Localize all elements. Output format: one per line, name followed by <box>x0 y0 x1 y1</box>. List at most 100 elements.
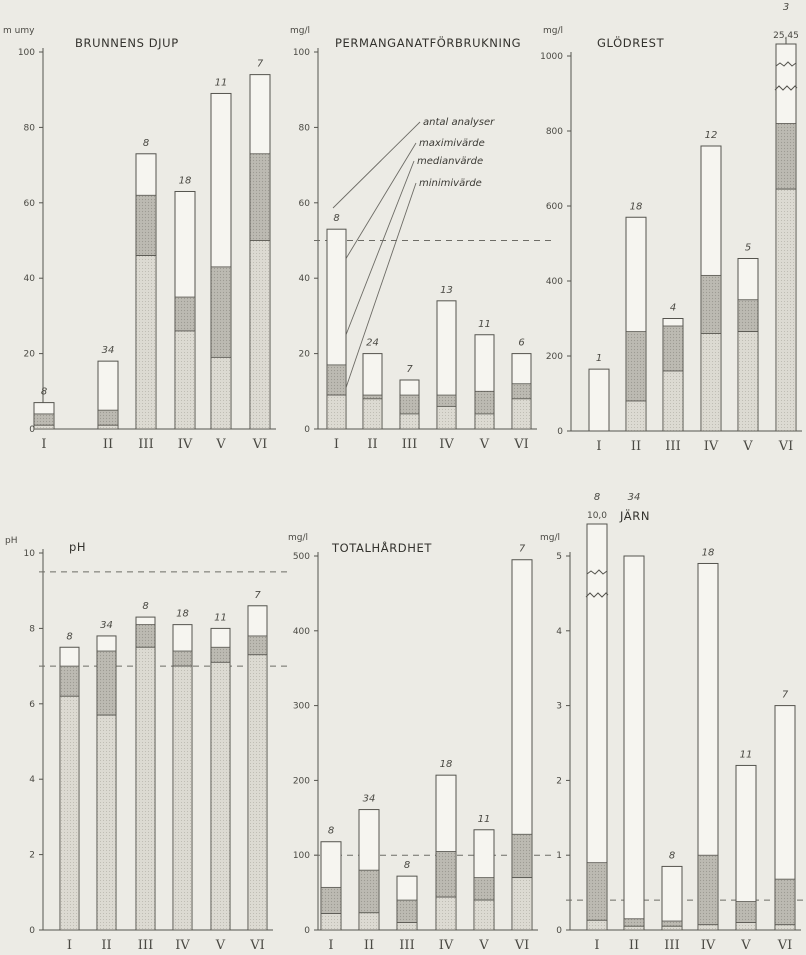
y-tick-label: 40 <box>299 274 311 284</box>
bar-maximum <box>589 369 609 431</box>
bar-minimum <box>475 414 494 429</box>
category-label: V <box>740 938 751 953</box>
category-label: III <box>138 437 153 452</box>
y-tick-label: 40 <box>24 274 36 284</box>
bar-group-III: 8 III <box>397 860 417 953</box>
bar-minimum <box>60 696 79 930</box>
category-label: VI <box>777 938 793 953</box>
bar-group-IV: 18 IV <box>698 547 718 953</box>
bar-group-V: 11 V <box>211 77 231 452</box>
bar-median-band <box>775 879 795 925</box>
analysis-count: 4 <box>670 303 676 314</box>
bar-median-band <box>136 195 156 255</box>
chart-title: GLÖDREST <box>597 34 665 50</box>
analysis-count: 18 <box>630 201 643 212</box>
bar-group-II: 34 II <box>359 794 379 953</box>
bar-median-band <box>248 636 267 655</box>
category-label: II <box>103 437 113 452</box>
bar-median-band <box>738 300 758 332</box>
y-tick-label: 100 <box>293 48 310 58</box>
bar-median-band <box>776 124 796 190</box>
analysis-count: 24 <box>366 338 379 349</box>
y-tick-label: 100 <box>18 48 35 58</box>
y-tick-label: 600 <box>546 202 563 212</box>
y-unit-label: mg/l <box>290 26 310 36</box>
broken-bar-value: 10,0 <box>587 511 607 521</box>
category-label: I <box>328 938 333 953</box>
legend: antal analyser maximivärde medianvärde mini… <box>333 117 495 414</box>
analysis-count: 3 <box>783 2 789 13</box>
category-label: IV <box>439 938 454 953</box>
bar-group-V: 5V <box>738 243 758 455</box>
analysis-count: 8 <box>669 850 675 861</box>
y-unit-label: mg/l <box>540 533 560 543</box>
broken-bar-cap <box>776 44 796 66</box>
bar-group-V: 11 V <box>475 319 494 452</box>
analysis-count: 11 <box>740 749 753 760</box>
bar-minimum <box>512 399 531 429</box>
bar-minimum <box>662 926 682 930</box>
category-label: I <box>334 437 339 452</box>
bar-group-VI: 6VI <box>512 338 531 452</box>
y-tick-label: 4 <box>29 775 35 785</box>
bar-minimum <box>474 900 494 930</box>
bar-median-band <box>512 834 532 877</box>
bar-minimum <box>34 425 54 429</box>
y-tick-label: 0 <box>304 425 310 435</box>
chart-panel-3: mg/lGLÖDREST020040060080010001I18II4III1… <box>540 2 802 454</box>
bar-median-band <box>173 651 192 666</box>
bar-maximum <box>662 866 682 930</box>
bar-median-band <box>663 326 683 371</box>
bar-group-III: 8 III <box>136 601 155 953</box>
bar-group-I: 8I <box>321 826 341 953</box>
analysis-count: 11 <box>478 319 491 330</box>
bar-group-V: 11 V <box>211 612 230 953</box>
bar-maximum <box>624 556 644 930</box>
analysis-count: 11 <box>478 814 491 825</box>
bar-minimum <box>136 256 156 429</box>
category-label: VI <box>249 938 265 953</box>
bar-group-I: 8I <box>327 213 346 452</box>
bar-minimum <box>775 925 795 930</box>
analysis-count: 34 <box>100 620 113 631</box>
category-label: I <box>41 437 46 452</box>
bar-group-IV: 18 IV <box>173 609 192 953</box>
bar-group-I: 8I <box>34 387 54 452</box>
bar-group-III: 4 III <box>663 303 683 455</box>
bar-minimum <box>173 666 192 930</box>
category-label: IV <box>704 439 719 454</box>
bar-median-band <box>397 900 417 922</box>
analysis-count: 8 <box>41 387 47 398</box>
bar-group-IV: 18 IV <box>175 175 195 452</box>
chart-title: PERMANGANATFÖRBRUKNING <box>335 34 521 50</box>
analysis-count: 7 <box>254 590 261 601</box>
bar-median-band <box>98 410 118 425</box>
analysis-count: 7 <box>782 690 789 701</box>
y-tick-label: 10 <box>24 549 36 559</box>
bar-median-band <box>327 365 346 395</box>
y-tick-label: 1 <box>556 851 562 861</box>
y-tick-label: 80 <box>24 123 36 133</box>
bar-minimum <box>363 399 382 429</box>
category-label: III <box>664 938 679 953</box>
y-tick-label: 200 <box>293 776 310 786</box>
y-tick-label: 0 <box>29 926 35 936</box>
y-tick-label: 60 <box>24 199 36 209</box>
analysis-count: 8 <box>142 601 148 612</box>
category-label: I <box>596 439 601 454</box>
bar-group-VI: 7 VI <box>248 590 267 953</box>
category-label: III <box>399 938 414 953</box>
bar-median-band <box>211 647 230 662</box>
category-label: V <box>215 437 226 452</box>
bar-median-band <box>321 887 341 913</box>
legend-entry: minimivärde <box>419 178 482 189</box>
category-label: IV <box>178 437 193 452</box>
chart-panel-2: mg/lPERMANGANATFÖRBRUKNING0204060801008I… <box>290 26 555 452</box>
bar-minimum <box>626 401 646 431</box>
bar-group-III: 8 III <box>662 850 682 953</box>
analysis-count: 11 <box>215 77 228 88</box>
bar-minimum <box>512 878 532 930</box>
category-label: I <box>67 938 72 953</box>
bar-median-band <box>400 395 419 414</box>
